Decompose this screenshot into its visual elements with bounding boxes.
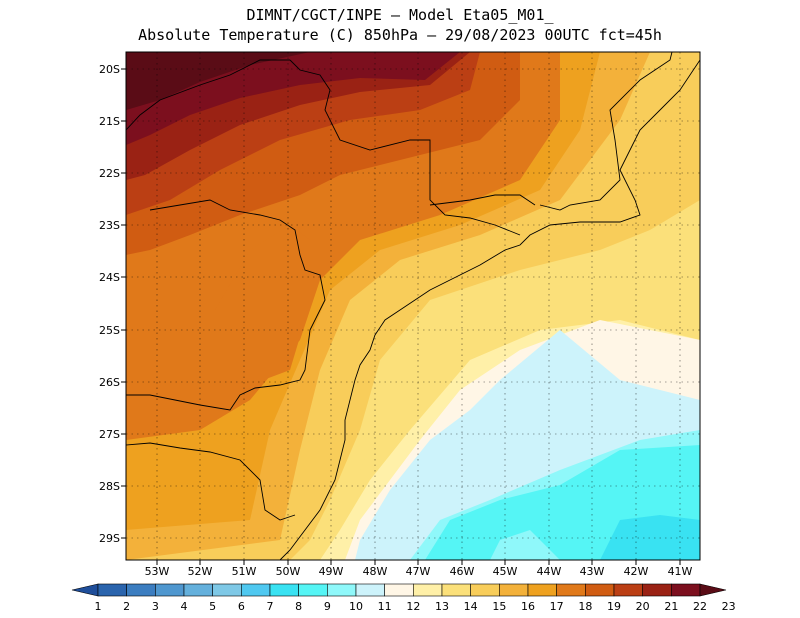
- colorbar-segment: [355, 583, 385, 597]
- colorbar-label: 14: [464, 600, 478, 613]
- colorbar-label: 1: [95, 600, 102, 613]
- border-6: [126, 442, 296, 521]
- colorbar-segment: [269, 583, 299, 597]
- colorbar-segment: [671, 583, 701, 597]
- colorbar-label: 8: [295, 600, 302, 613]
- colorbar-segment: [642, 583, 672, 597]
- border-3: [289, 59, 521, 236]
- colorbar-label: 9: [324, 600, 331, 613]
- lat-label: 25S: [99, 324, 120, 337]
- lon-label: 47W: [406, 565, 431, 578]
- lat-label: 29S: [99, 532, 120, 545]
- lon-label: 48W: [363, 565, 388, 578]
- lat-label: 24S: [99, 271, 120, 284]
- border-1: [539, 52, 673, 211]
- colorbar-segment: [413, 583, 443, 597]
- colorbar-label: 22: [693, 600, 707, 613]
- colorbar-segment: [241, 583, 271, 597]
- colorbar-segment: [499, 583, 529, 597]
- border-5: [126, 199, 326, 411]
- lon-label: 51W: [232, 565, 257, 578]
- colorbar-segment: [155, 583, 185, 597]
- colorbar-segment: [527, 583, 557, 597]
- colorbar-segment: [97, 583, 127, 597]
- lon-label: 43W: [580, 565, 605, 578]
- colorbar-label: 16: [521, 600, 535, 613]
- lat-label: 26S: [99, 376, 120, 389]
- colorbar-segment: [327, 583, 357, 597]
- colorbar-label: 5: [209, 600, 216, 613]
- lon-label: 41W: [668, 565, 693, 578]
- colorbar-segment: [71, 583, 99, 597]
- lon-label: 42W: [624, 565, 649, 578]
- colorbar-segment: [470, 583, 500, 597]
- colorbar-label: 2: [123, 600, 130, 613]
- colorbar-label: 6: [238, 600, 245, 613]
- band-8: [600, 515, 700, 560]
- colorbar-label: 3: [152, 600, 159, 613]
- colorbar-segment: [441, 583, 471, 597]
- map-title-line-1: DIMNT/CGCT/INPE – Model Eta05_M01_: [246, 6, 554, 24]
- band-18-inner: [215, 225, 310, 385]
- lat-label: 27S: [99, 428, 120, 441]
- lat-ticks: [121, 68, 126, 539]
- lon-label: 50W: [276, 565, 301, 578]
- colorbar: 1 2 3 4 5 6 7 8 9 10 11 12 13 14 15 16 17 18 19 20 21 22 23: [71, 583, 736, 613]
- lat-label: 21S: [99, 115, 120, 128]
- lat-label: 20S: [99, 63, 120, 76]
- colorbar-label: 21: [664, 600, 678, 613]
- colorbar-label: 4: [181, 600, 188, 613]
- lon-label: 44W: [537, 565, 562, 578]
- map-frame: [125, 51, 701, 561]
- colorbar-label: 12: [406, 600, 420, 613]
- lon-ticks: [156, 560, 681, 565]
- band-23: [126, 52, 310, 110]
- graticule: [126, 52, 700, 560]
- lat-label: 23S: [99, 219, 120, 232]
- colorbar-label: 20: [636, 600, 650, 613]
- lon-label: 49W: [319, 565, 344, 578]
- map-title-line-2: Absolute Temperature (C) 850hPa – 29/08/…: [138, 26, 662, 44]
- colorbar-segment: [384, 583, 414, 597]
- colorbar-label: 23: [722, 600, 736, 613]
- colorbar-segment: [298, 583, 328, 597]
- colorbar-label: 13: [435, 600, 449, 613]
- colorbar-segment: [613, 583, 643, 597]
- lat-label: 22S: [99, 167, 120, 180]
- colorbar-label: 7: [267, 600, 274, 613]
- colorbar-segment: [699, 583, 727, 597]
- colorbar-segment: [126, 583, 156, 597]
- lon-labels: 53W 52W 51W 50W 49W 48W 47W 46W 45W 44W …: [145, 565, 693, 578]
- lon-label: 45W: [493, 565, 518, 578]
- lat-labels: 20S 21S 22S 23S 24S 25S 26S 27S 28S 29S: [99, 63, 120, 545]
- colorbar-label: 19: [607, 600, 621, 613]
- lon-label: 46W: [450, 565, 475, 578]
- colorbar-segment: [212, 583, 242, 597]
- colorbar-label: 15: [492, 600, 506, 613]
- colorbar-segment: [585, 583, 615, 597]
- colorbar-label: 17: [550, 600, 564, 613]
- colorbar-segment: [183, 583, 213, 597]
- colorbar-label: 10: [349, 600, 363, 613]
- band-14: [290, 200, 700, 560]
- band-10-bottom: [490, 530, 560, 560]
- coastline: [279, 59, 700, 560]
- colorbar-label: 11: [378, 600, 392, 613]
- border-2: [429, 194, 536, 206]
- colorbar-label: 18: [578, 600, 592, 613]
- lat-label: 28S: [99, 480, 120, 493]
- lon-label: 52W: [188, 565, 213, 578]
- colorbar-segment: [556, 583, 586, 597]
- temperature-field: [126, 52, 700, 560]
- lon-label: 53W: [145, 565, 170, 578]
